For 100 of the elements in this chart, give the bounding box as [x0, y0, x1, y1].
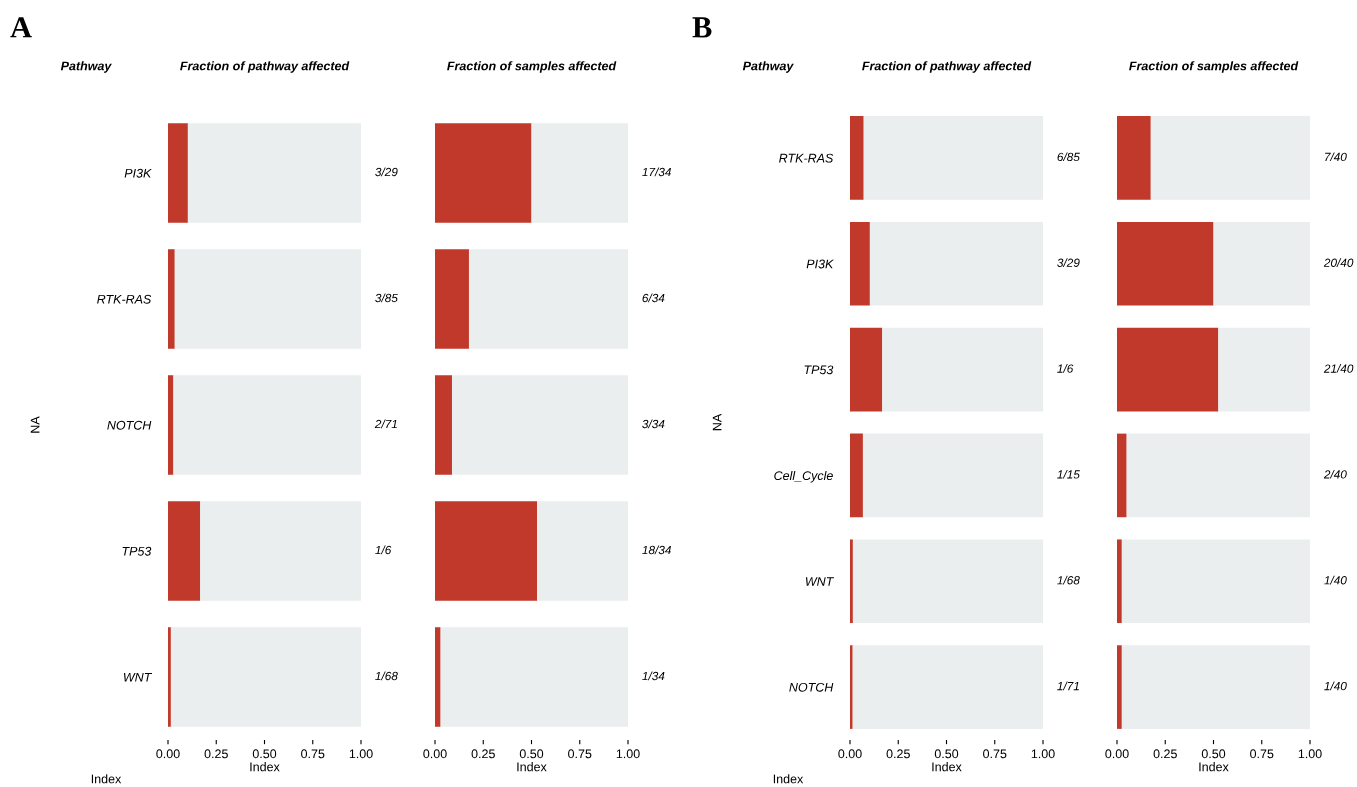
text: 1/40 [1324, 681, 1347, 691]
x-tick-label: 0.00 [1105, 749, 1129, 759]
bar [168, 375, 174, 475]
x-tick-label: 1.00 [1298, 749, 1322, 759]
text: 1/6 [375, 545, 392, 555]
text: A [10, 17, 32, 38]
x-tick-label: 0.50 [519, 749, 544, 759]
bar [852, 645, 1043, 729]
x-tick-label: 0.25 [471, 749, 495, 759]
bar [451, 375, 628, 475]
bar [531, 123, 628, 223]
text: 7/40 [1325, 152, 1347, 162]
text: Pathway [742, 61, 794, 73]
y-tick-label: NOTCH [789, 682, 834, 692]
x-axis-title: Index [517, 762, 547, 772]
y-tick-label: Cell_Cycle [774, 470, 833, 483]
chart-title: Fraction of pathway affected [862, 61, 1032, 73]
y-axis-title: NA [30, 416, 40, 433]
x-tick-label: 0.00 [156, 749, 180, 759]
bar [435, 627, 441, 727]
bar [435, 249, 469, 349]
bar [1117, 221, 1214, 306]
chart-title: Fraction of pathway affected [180, 61, 350, 73]
x-tick-label: 1.00 [1031, 749, 1055, 759]
text: 6/34 [642, 293, 665, 303]
text: 1/68 [1057, 575, 1080, 585]
bar [862, 433, 1043, 518]
x-axis-title: Index [932, 762, 962, 772]
y-tick-label: RTK-RAS [779, 153, 834, 163]
bar [440, 627, 628, 727]
x-tick-label: 0.00 [838, 749, 862, 759]
text: B [692, 17, 712, 38]
y-axis-title: NA [712, 413, 722, 431]
text: 20/40 [1323, 258, 1354, 267]
bar [1218, 327, 1310, 412]
bar [170, 627, 361, 727]
x-tick-label: 1.00 [349, 749, 373, 759]
x-tick-label: 0.25 [204, 749, 228, 759]
text: 3/29 [375, 167, 398, 177]
bar [1117, 539, 1122, 624]
text: 1/68 [375, 671, 398, 681]
bar [1117, 116, 1151, 200]
bar [863, 116, 1043, 200]
text: 21/40 [1323, 364, 1354, 373]
bar [850, 221, 870, 306]
y-tick-label: PI3K [124, 168, 152, 178]
text: 1/71 [1057, 681, 1079, 691]
x-tick-label: 0.75 [301, 749, 325, 759]
text: Index [773, 774, 804, 784]
bar [168, 123, 188, 223]
x-tick-label: 1.00 [616, 749, 640, 759]
x-tick-label: 0.75 [983, 749, 1007, 759]
bar [850, 645, 853, 729]
text: 3/85 [375, 293, 398, 303]
bar [1150, 116, 1310, 200]
text: 17/34 [642, 167, 671, 177]
bar [435, 375, 452, 475]
x-tick-label: 0.50 [252, 749, 277, 759]
text: 2/71 [374, 419, 397, 429]
y-tick-label: WNT [805, 577, 835, 586]
bar [1117, 433, 1127, 518]
y-tick-label: PI3K [806, 259, 834, 269]
bar [168, 501, 201, 601]
bar [1126, 433, 1310, 518]
y-tick-label: WNT [123, 672, 153, 682]
bar [435, 123, 532, 223]
text: 3/34 [642, 419, 665, 429]
bar [852, 539, 1043, 624]
bar [850, 539, 853, 624]
chart-title: Fraction of samples affected [447, 61, 617, 73]
bar [850, 433, 863, 518]
x-tick-label: 0.50 [1201, 749, 1226, 759]
text: Index [91, 774, 122, 784]
bar [882, 327, 1043, 412]
y-tick-label: RTK-RAS [97, 294, 152, 304]
x-tick-label: 0.75 [1250, 749, 1274, 759]
text: 18/34 [642, 545, 671, 555]
bar [200, 501, 361, 601]
text: 2/40 [1323, 469, 1347, 479]
x-tick-label: 0.75 [568, 749, 592, 759]
bar [1213, 221, 1310, 306]
text: 1/34 [642, 671, 665, 681]
bar [1121, 645, 1310, 729]
text: 1/15 [1057, 469, 1080, 479]
x-axis-title: Index [250, 762, 280, 772]
bar [537, 501, 628, 601]
bar [850, 327, 883, 412]
bar [435, 501, 538, 601]
bar [1121, 539, 1310, 624]
text: 3/29 [1057, 258, 1080, 267]
text: Pathway [60, 61, 112, 73]
y-tick-label: NOTCH [107, 420, 152, 430]
bar [174, 249, 361, 349]
bar [1117, 327, 1219, 412]
y-tick-label: TP53 [122, 546, 152, 556]
x-tick-label: 0.50 [934, 749, 959, 759]
bar [1117, 645, 1122, 729]
x-tick-label: 0.25 [1153, 749, 1177, 759]
x-axis-title: Index [1199, 762, 1229, 772]
bar [168, 627, 171, 727]
